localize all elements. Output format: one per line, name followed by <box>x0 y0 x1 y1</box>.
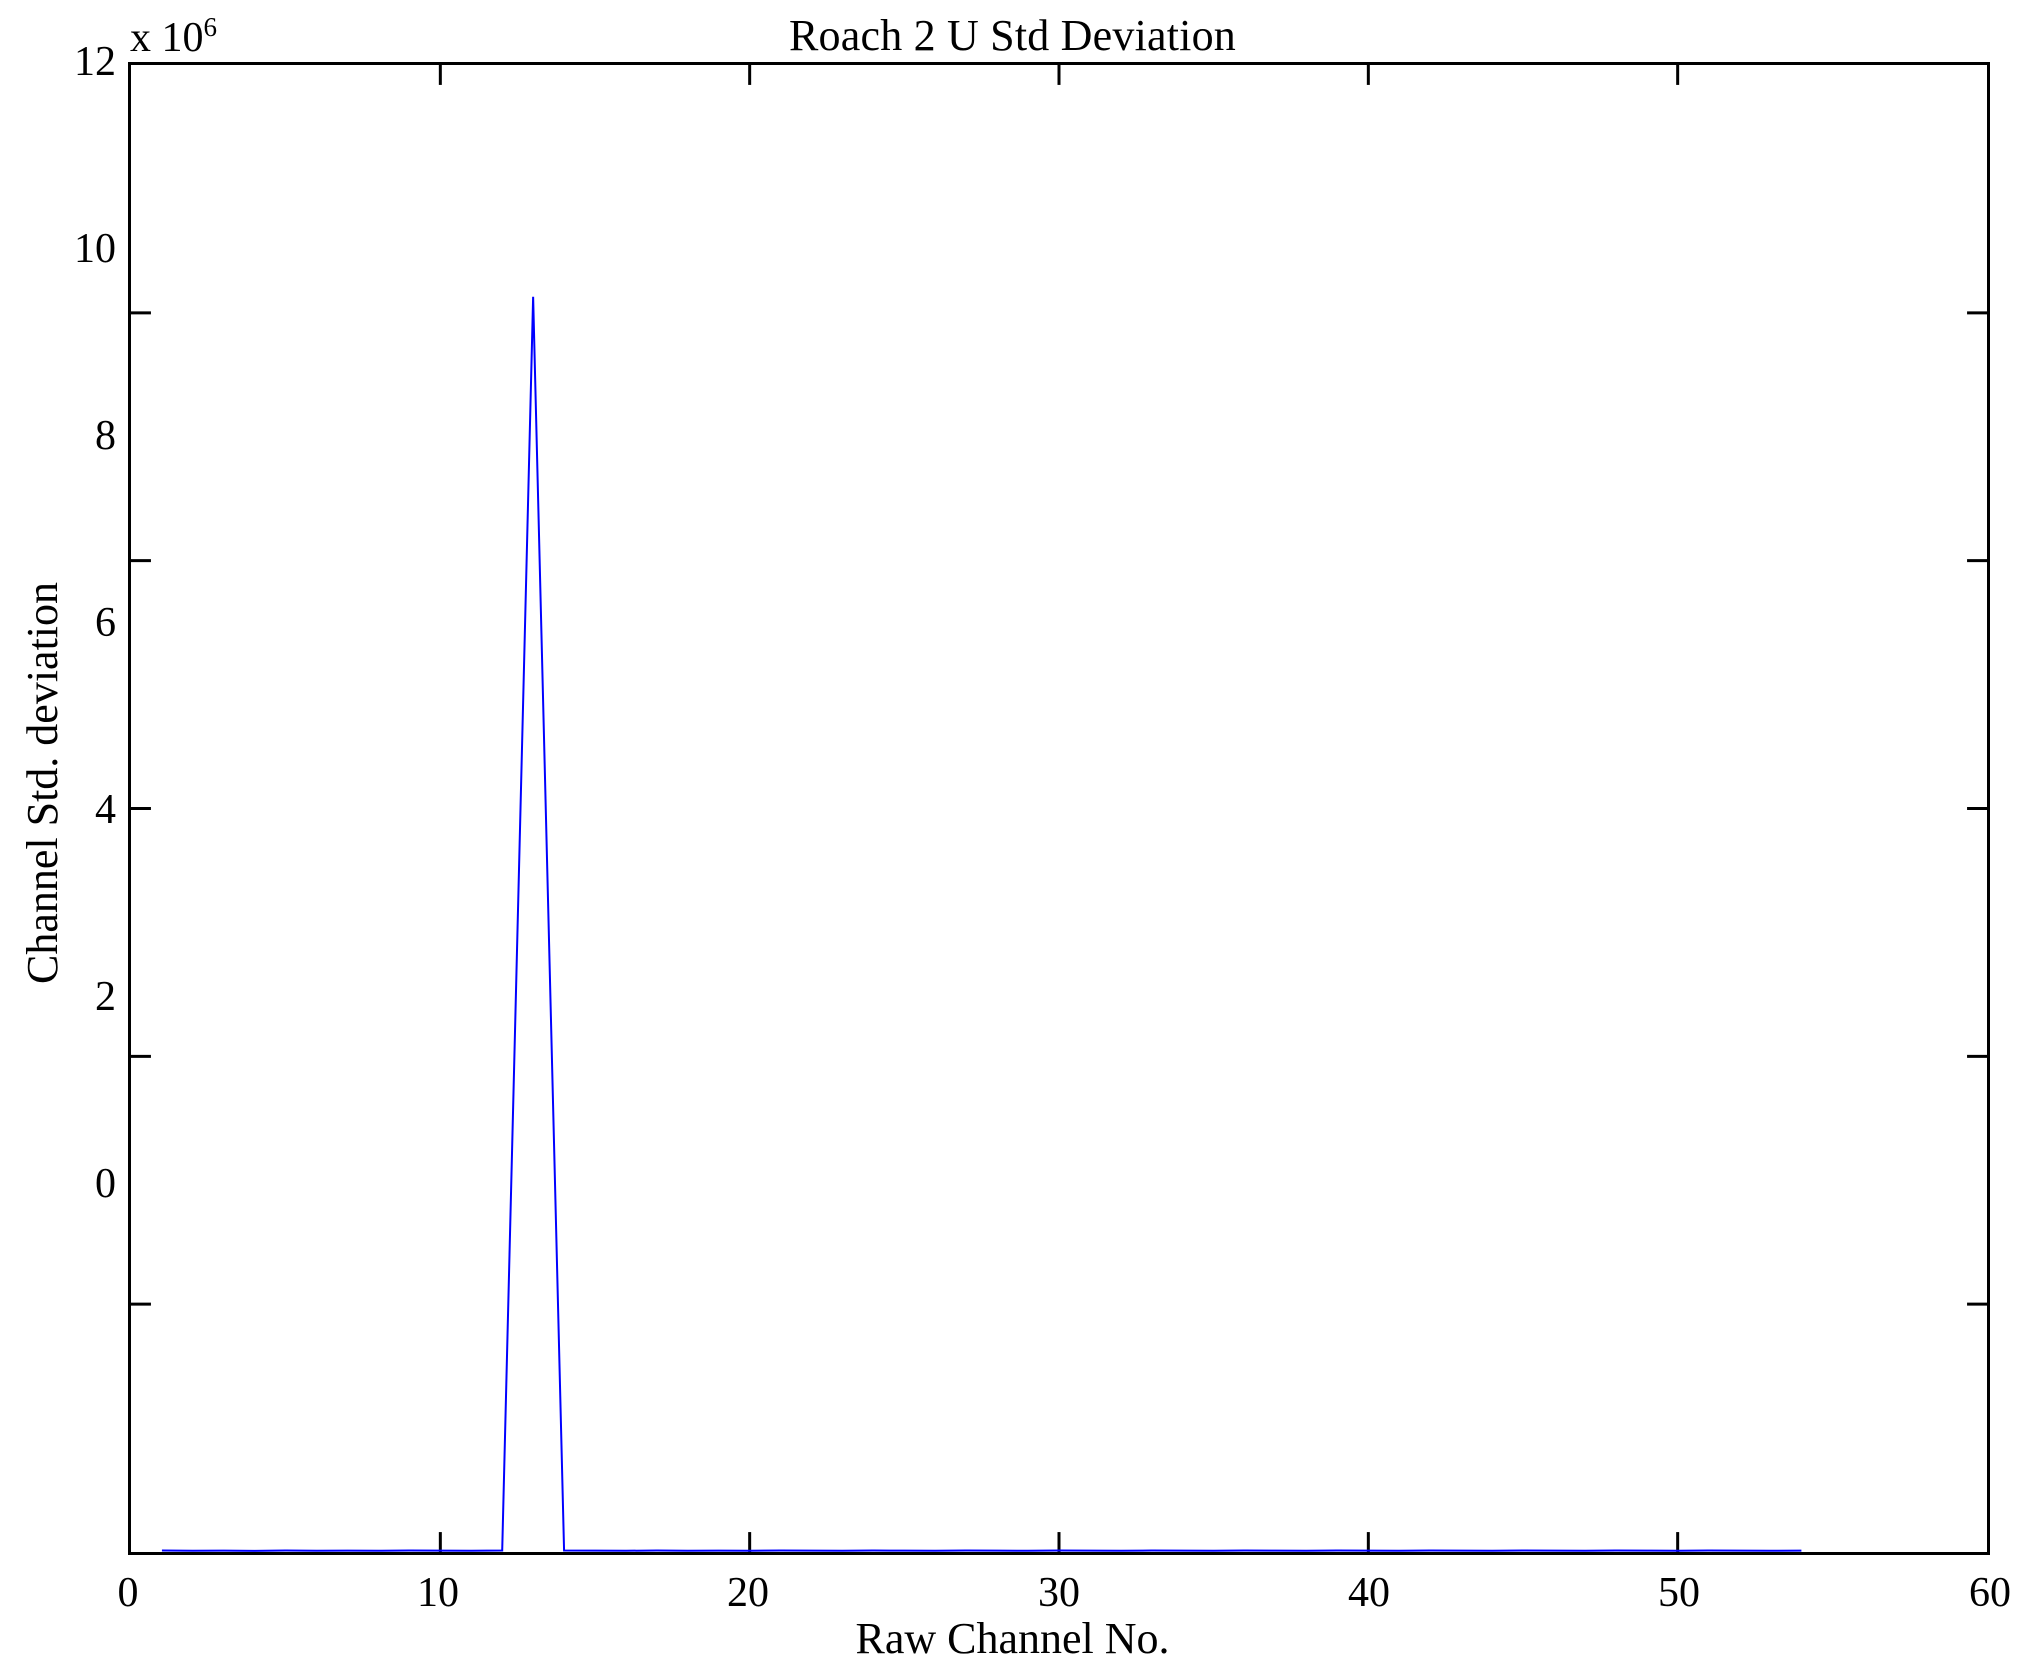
plot-svg <box>131 65 1987 1552</box>
y-tick-label-8: 8 <box>95 413 116 459</box>
x-tick-label-40: 40 <box>1348 1570 1390 1616</box>
x-tick-label-0: 0 <box>117 1570 139 1616</box>
x-tick-label-20: 20 <box>727 1570 769 1616</box>
y-tick-label-6: 6 <box>95 600 116 646</box>
x-tick-label-10: 10 <box>417 1570 459 1616</box>
x-tick-label-60: 60 <box>1969 1570 2011 1616</box>
x-tick-label-30: 30 <box>1038 1570 1080 1616</box>
y-tick-label-10: 10 <box>74 226 116 272</box>
data-series-group <box>162 297 1801 1551</box>
plot-area <box>128 62 1990 1555</box>
y-axis-exponent-label: x 106 <box>130 14 217 61</box>
y-axis-title: Channel Std. deviation <box>18 581 67 985</box>
y-axis-exponent-base: x 10 <box>130 15 204 61</box>
series-line-0 <box>162 297 1801 1551</box>
axis-ticks <box>131 65 1987 1552</box>
y-tick-label-2: 2 <box>95 974 116 1020</box>
x-tick-label-50: 50 <box>1658 1570 1700 1616</box>
x-axis-title: Raw Channel No. <box>855 1614 1170 1663</box>
y-axis-exponent-power: 6 <box>203 12 218 42</box>
page-title: Roach 2 U Std Deviation <box>789 11 1236 60</box>
y-tick-label-0: 0 <box>95 1161 116 1207</box>
y-tick-label-4: 4 <box>95 787 116 833</box>
y-tick-label-12: 12 <box>74 39 116 85</box>
